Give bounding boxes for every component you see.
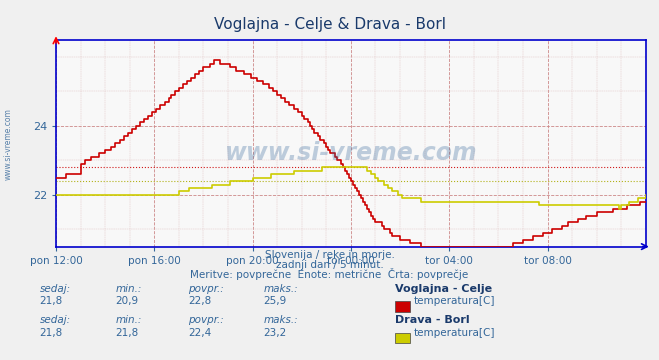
Text: Meritve: povprečne  Enote: metrične  Črta: povprečje: Meritve: povprečne Enote: metrične Črta:… xyxy=(190,268,469,280)
Text: sedaj:: sedaj: xyxy=(40,315,71,325)
Text: 21,8: 21,8 xyxy=(115,328,138,338)
Text: 21,8: 21,8 xyxy=(40,328,63,338)
Text: 25,9: 25,9 xyxy=(264,296,287,306)
Text: temperatura[C]: temperatura[C] xyxy=(414,328,496,338)
Text: povpr.:: povpr.: xyxy=(188,315,223,325)
Text: temperatura[C]: temperatura[C] xyxy=(414,296,496,306)
Text: www.si-vreme.com: www.si-vreme.com xyxy=(225,141,477,166)
Text: 22,4: 22,4 xyxy=(188,328,211,338)
Text: 23,2: 23,2 xyxy=(264,328,287,338)
Text: 22,8: 22,8 xyxy=(188,296,211,306)
Text: maks.:: maks.: xyxy=(264,284,299,294)
Text: Voglajna - Celje & Drava - Borl: Voglajna - Celje & Drava - Borl xyxy=(214,17,445,32)
Text: min.:: min.: xyxy=(115,315,142,325)
Text: povpr.:: povpr.: xyxy=(188,284,223,294)
Text: maks.:: maks.: xyxy=(264,315,299,325)
Text: Drava - Borl: Drava - Borl xyxy=(395,315,470,325)
Text: www.si-vreme.com: www.si-vreme.com xyxy=(3,108,13,180)
Text: Voglajna - Celje: Voglajna - Celje xyxy=(395,284,492,294)
Text: min.:: min.: xyxy=(115,284,142,294)
Text: Slovenija / reke in morje.: Slovenija / reke in morje. xyxy=(264,251,395,261)
Text: sedaj:: sedaj: xyxy=(40,284,71,294)
Text: zadnji dan / 5 minut.: zadnji dan / 5 minut. xyxy=(275,260,384,270)
Text: 20,9: 20,9 xyxy=(115,296,138,306)
Text: 21,8: 21,8 xyxy=(40,296,63,306)
